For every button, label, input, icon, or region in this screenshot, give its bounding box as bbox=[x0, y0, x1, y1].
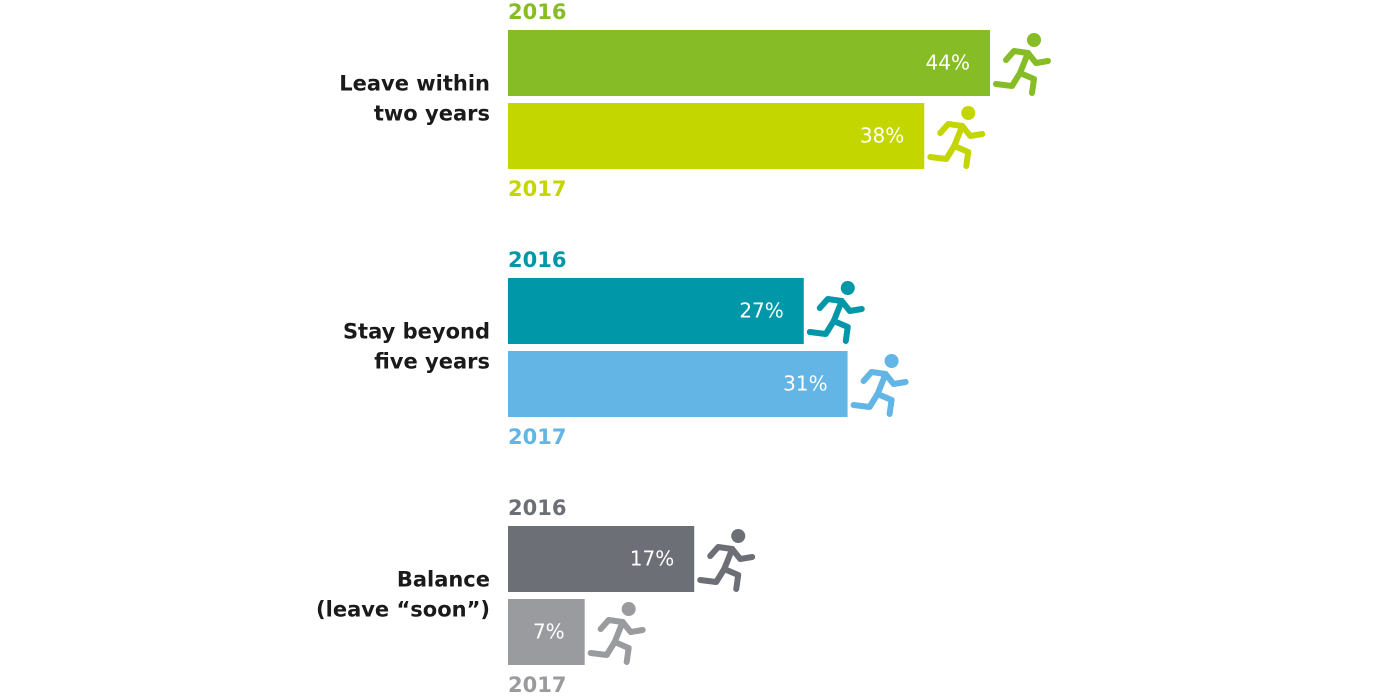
runner-leg bbox=[874, 391, 895, 417]
runner-head bbox=[731, 529, 746, 543]
runner-arm bbox=[816, 296, 845, 311]
year-label: 2016 bbox=[508, 496, 566, 520]
runner-leg bbox=[927, 143, 958, 162]
year-label: 2017 bbox=[508, 673, 566, 697]
runner-leg bbox=[806, 318, 837, 337]
bar bbox=[508, 599, 585, 665]
runner-arm bbox=[838, 298, 865, 314]
category-label: (leave “soon”) bbox=[316, 598, 490, 622]
runner-arm bbox=[1003, 48, 1031, 63]
runner-leg bbox=[993, 70, 1023, 89]
runner-leg bbox=[697, 566, 728, 585]
runner-head bbox=[621, 602, 636, 616]
runner-icon bbox=[850, 354, 909, 417]
year-label: 2016 bbox=[508, 248, 566, 272]
bar bbox=[508, 526, 695, 592]
runner-arm bbox=[707, 544, 736, 559]
runner-head bbox=[884, 354, 899, 368]
category-label: five years bbox=[374, 350, 490, 374]
runner-leg bbox=[611, 639, 632, 665]
runner-head bbox=[1027, 33, 1041, 47]
runner-leg bbox=[830, 318, 851, 344]
runner-arm bbox=[937, 121, 966, 136]
runner-body bbox=[951, 123, 966, 149]
runner-leg bbox=[850, 391, 881, 410]
year-label: 2017 bbox=[508, 425, 566, 449]
bar bbox=[508, 278, 804, 344]
value-label: 27% bbox=[739, 299, 783, 323]
runner-arm bbox=[597, 617, 626, 632]
bar bbox=[508, 103, 925, 169]
category-label: Leave within bbox=[339, 72, 490, 96]
runner-arm bbox=[619, 619, 646, 635]
runner-body bbox=[721, 546, 736, 572]
runner-icon bbox=[993, 33, 1051, 96]
runner-icon bbox=[927, 106, 986, 169]
runner-body bbox=[1017, 50, 1031, 76]
value-label: 44% bbox=[926, 51, 970, 75]
runner-leg bbox=[721, 566, 742, 592]
runner-leg bbox=[951, 143, 972, 169]
value-label: 17% bbox=[630, 547, 674, 571]
runner-leg bbox=[587, 639, 618, 658]
runner-leg bbox=[1017, 70, 1037, 96]
category-label: Stay beyond bbox=[343, 320, 490, 344]
bar bbox=[508, 30, 990, 96]
year-label: 2017 bbox=[508, 177, 566, 201]
runner-icon bbox=[806, 281, 865, 344]
year-label: 2016 bbox=[508, 0, 566, 24]
runner-arm bbox=[882, 371, 909, 387]
runner-arm bbox=[1025, 50, 1051, 66]
runner-arm bbox=[729, 546, 756, 562]
runner-head bbox=[961, 106, 976, 120]
runner-arm bbox=[959, 123, 986, 139]
runner-body bbox=[874, 371, 889, 397]
runner-icon bbox=[587, 602, 646, 665]
runner-body bbox=[830, 298, 845, 324]
category-label: two years bbox=[374, 102, 490, 126]
value-label: 38% bbox=[860, 124, 904, 148]
bar bbox=[508, 351, 848, 417]
value-label: 7% bbox=[533, 620, 565, 644]
value-label: 31% bbox=[783, 372, 827, 396]
runner-body bbox=[611, 619, 626, 645]
runner-arm bbox=[860, 369, 889, 384]
runner-head bbox=[840, 281, 855, 295]
runner-icon bbox=[697, 529, 756, 592]
category-label: Balance bbox=[397, 568, 490, 592]
